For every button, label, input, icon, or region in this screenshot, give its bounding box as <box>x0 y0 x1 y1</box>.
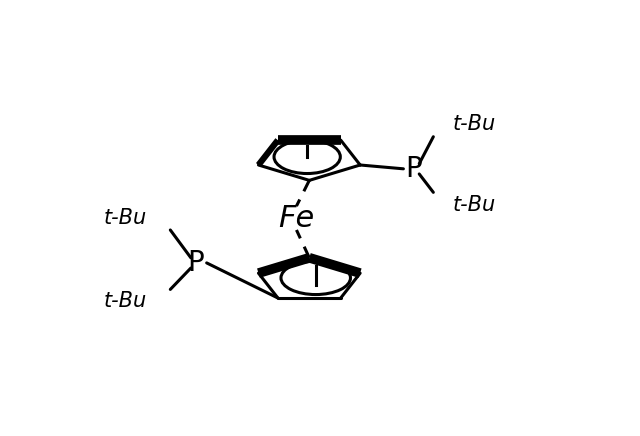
Text: P: P <box>406 155 422 183</box>
Text: t-Bu: t-Bu <box>452 114 496 134</box>
Text: P: P <box>188 249 204 277</box>
Text: Fe: Fe <box>278 204 315 232</box>
Text: t-Bu: t-Bu <box>452 195 496 215</box>
Text: t-Bu: t-Bu <box>104 208 147 228</box>
Text: t-Bu: t-Bu <box>104 291 147 311</box>
